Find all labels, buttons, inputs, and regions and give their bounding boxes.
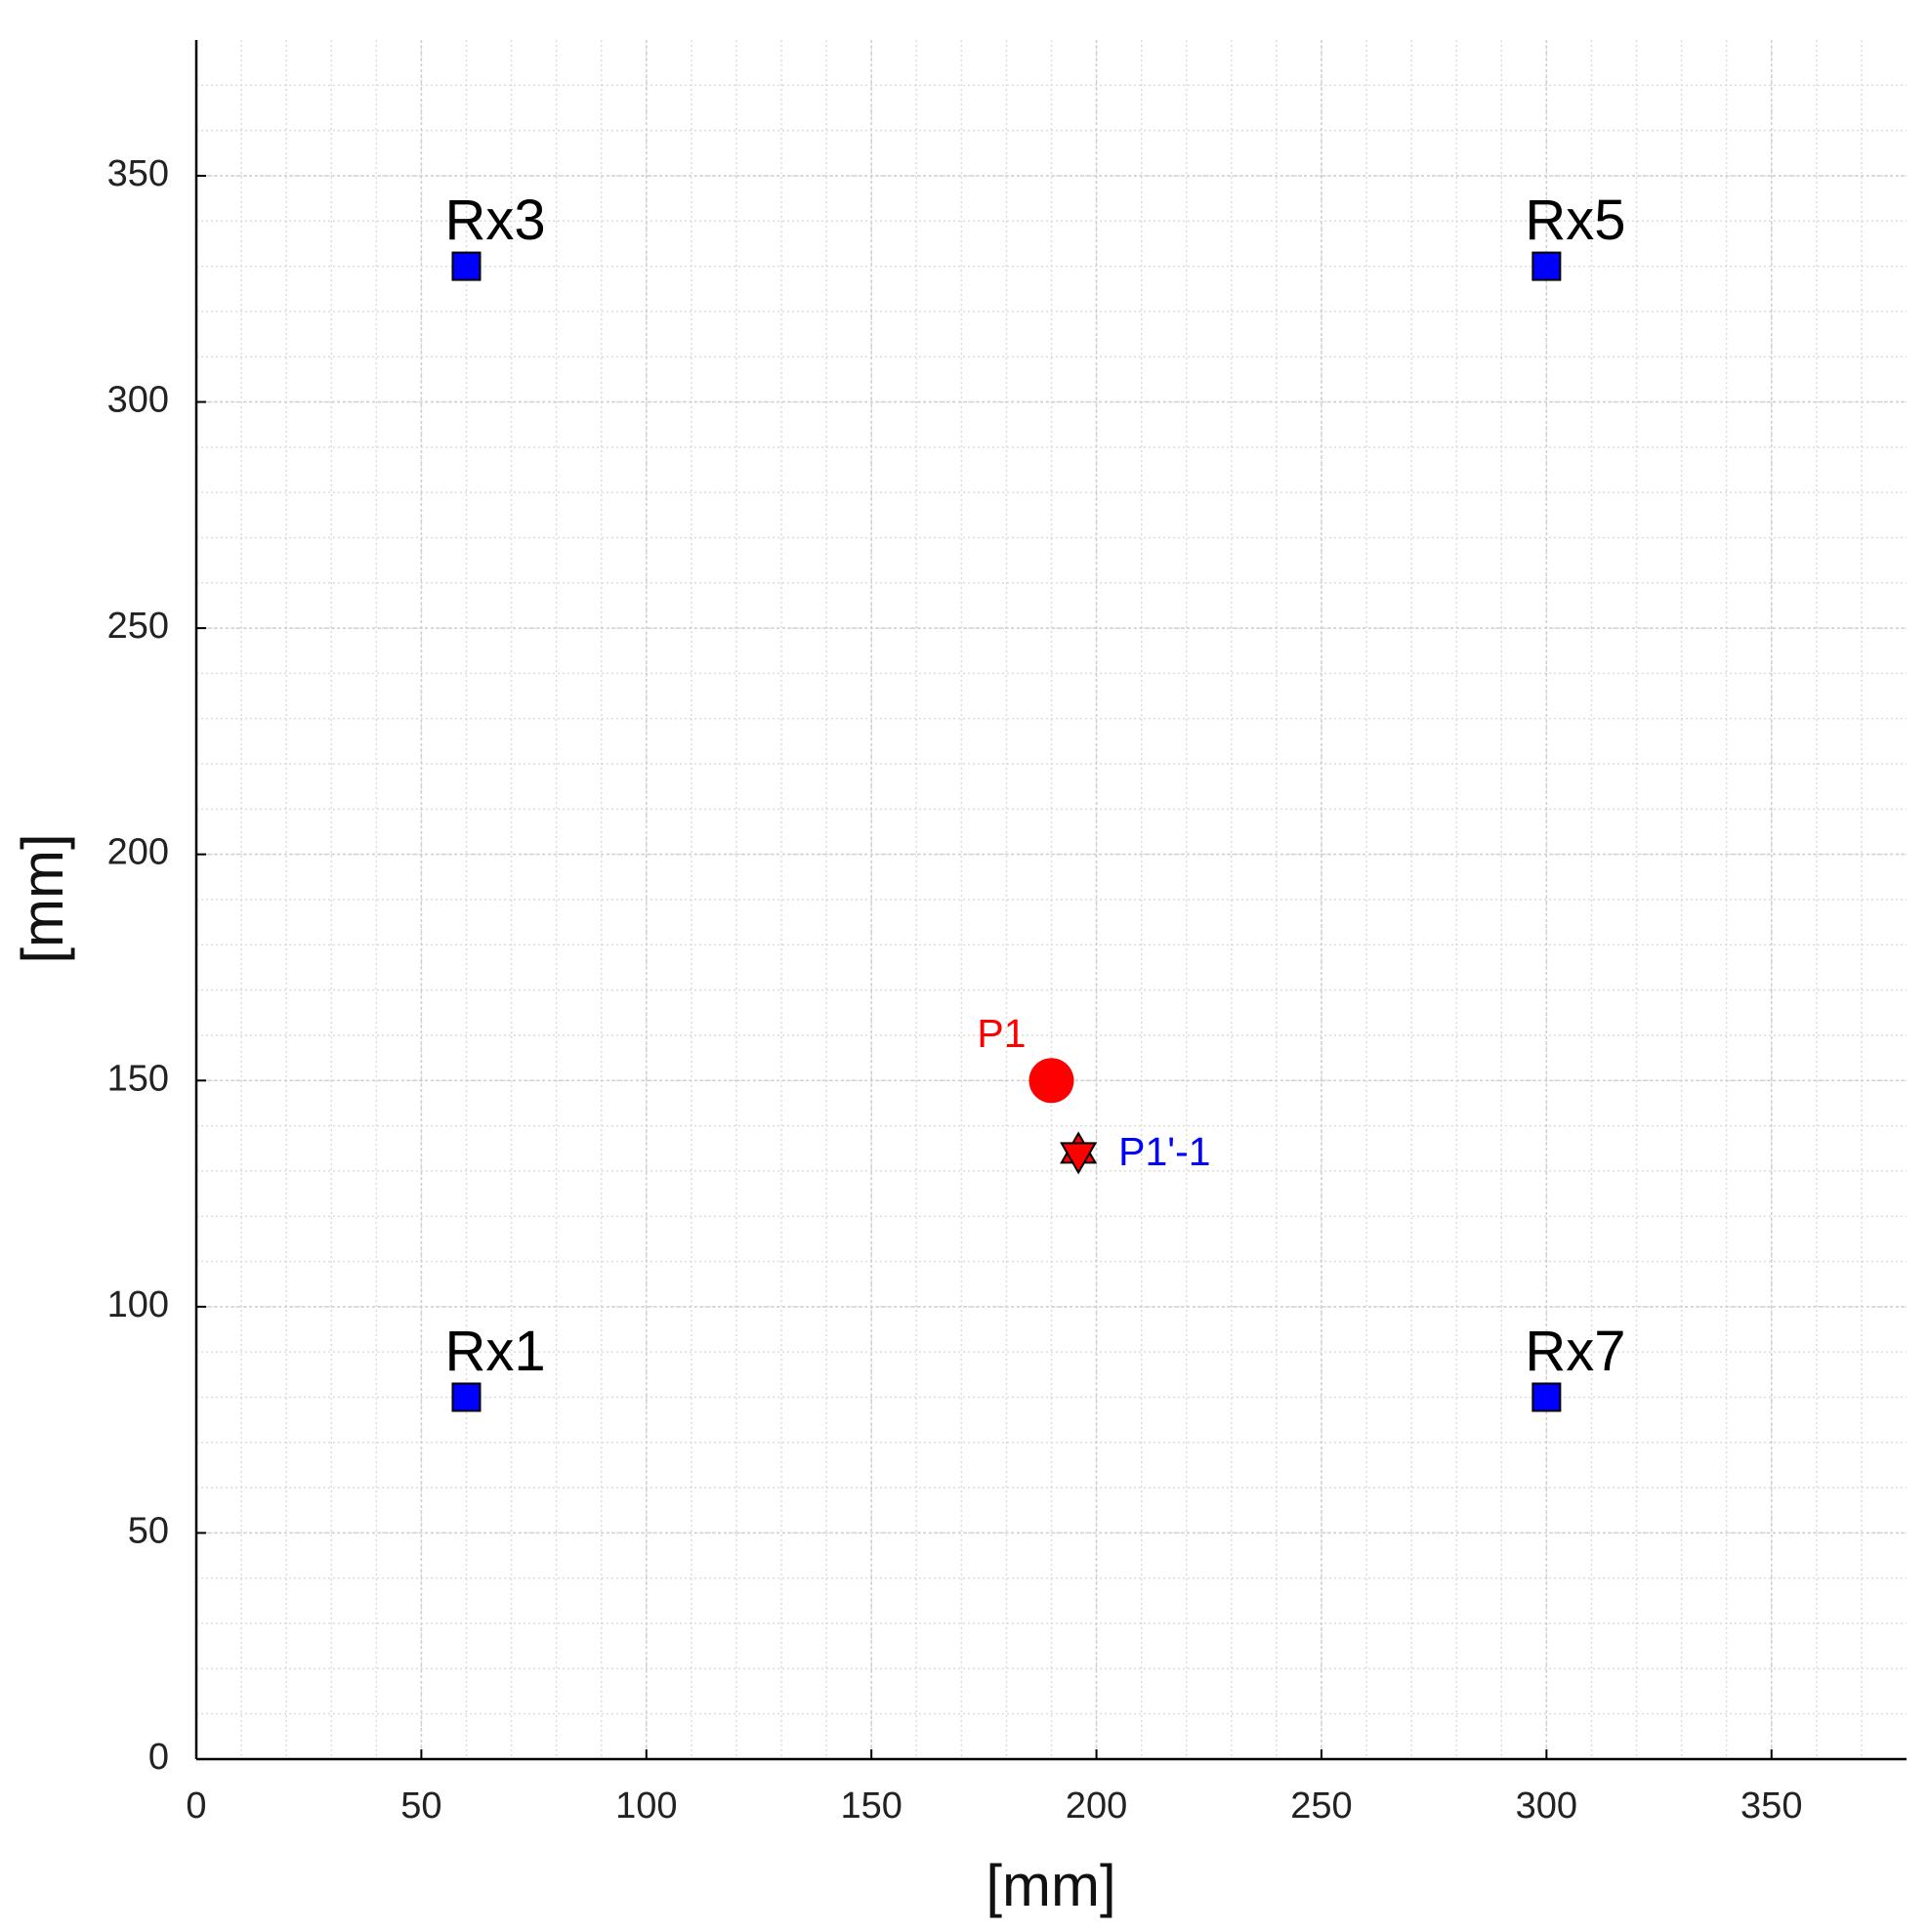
point-label: P1'-1 <box>1118 1129 1210 1174</box>
x-tick-label: 150 <box>840 1785 902 1827</box>
x-tick-label: 50 <box>400 1785 441 1827</box>
point-label: P1 <box>977 1011 1026 1056</box>
point-label: Rx3 <box>444 189 545 252</box>
x-axis-label: [mm] <box>985 1853 1115 1918</box>
y-tick-label: 150 <box>107 1058 169 1099</box>
y-tick-label: 50 <box>128 1510 169 1551</box>
x-tick-label: 350 <box>1740 1785 1802 1827</box>
y-axis-label: [mm] <box>10 833 75 963</box>
x-tick-label: 100 <box>615 1785 677 1827</box>
marker-circle <box>1028 1058 1074 1104</box>
y-tick-label: 300 <box>107 380 169 421</box>
x-tick-label: 300 <box>1516 1785 1577 1827</box>
point-label: Rx7 <box>1525 1320 1625 1383</box>
marker-square <box>1531 251 1562 281</box>
marker-square <box>451 251 482 281</box>
marker-square <box>451 1382 482 1412</box>
x-tick-label: 200 <box>1066 1785 1127 1827</box>
y-tick-label: 350 <box>107 153 169 194</box>
y-tick-label: 250 <box>107 606 169 647</box>
marker-square <box>1531 1382 1562 1412</box>
x-tick-label: 0 <box>186 1785 206 1827</box>
point-label: Rx1 <box>444 1320 545 1383</box>
marker-hexagram <box>1060 1142 1098 1175</box>
point-label: Rx5 <box>1525 189 1625 252</box>
y-tick-label: 200 <box>107 832 169 873</box>
y-tick-label: 0 <box>148 1737 169 1778</box>
x-tick-label: 250 <box>1290 1785 1352 1827</box>
y-tick-label: 100 <box>107 1284 169 1325</box>
